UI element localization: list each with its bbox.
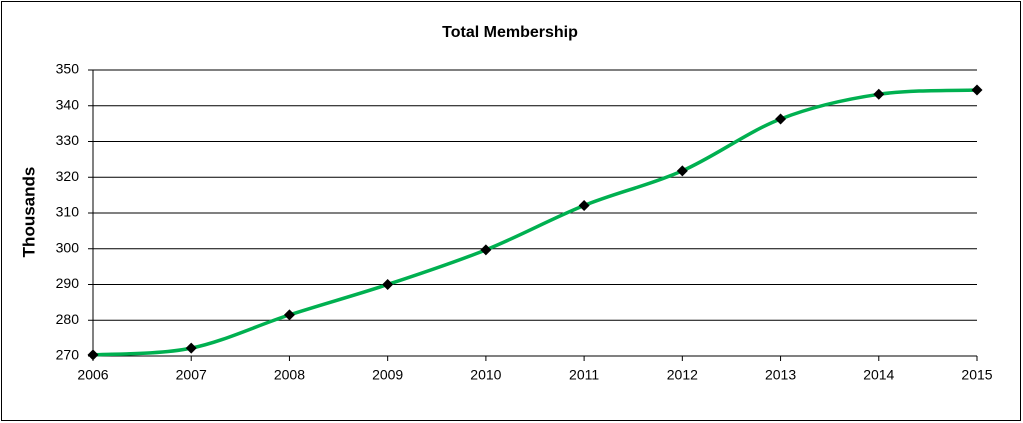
point-marker: [971, 84, 983, 96]
point-marker: [480, 244, 492, 256]
point-marker: [283, 309, 295, 321]
y-tick-label: 330: [56, 132, 80, 148]
x-tick-label: 2006: [77, 367, 108, 383]
y-tick-label: 290: [56, 275, 80, 291]
x-tick-label: 2013: [765, 367, 796, 383]
x-tick-label: 2015: [961, 367, 992, 383]
y-tick-label: 350: [56, 61, 80, 77]
series-line: [92, 88, 978, 357]
y-tick-label: 280: [56, 311, 80, 327]
y-axis-label: Thousands: [19, 167, 38, 258]
y-tick-label: 300: [56, 239, 80, 255]
x-tick-label: 2014: [863, 367, 894, 383]
x-tick-label: 2007: [176, 367, 207, 383]
y-tick-label: 320: [56, 168, 80, 184]
point-marker: [87, 349, 99, 361]
y-tick-label: 310: [56, 204, 80, 220]
x-tick-label: 2008: [274, 367, 305, 383]
point-marker: [185, 342, 197, 354]
point-marker: [382, 279, 394, 290]
x-tick-label: 2009: [372, 367, 403, 383]
point-marker: [873, 88, 885, 100]
point-marker: [775, 113, 787, 125]
y-tick-label: 340: [56, 96, 80, 112]
x-tick-label: 2010: [470, 367, 501, 383]
x-tick-label: 2011: [569, 367, 599, 383]
x-tick-label: 2012: [667, 367, 698, 383]
y-tick-label: 270: [56, 347, 80, 363]
point-marker: [676, 165, 688, 177]
chart-title: Total Membership: [442, 24, 578, 41]
point-marker: [578, 199, 590, 211]
